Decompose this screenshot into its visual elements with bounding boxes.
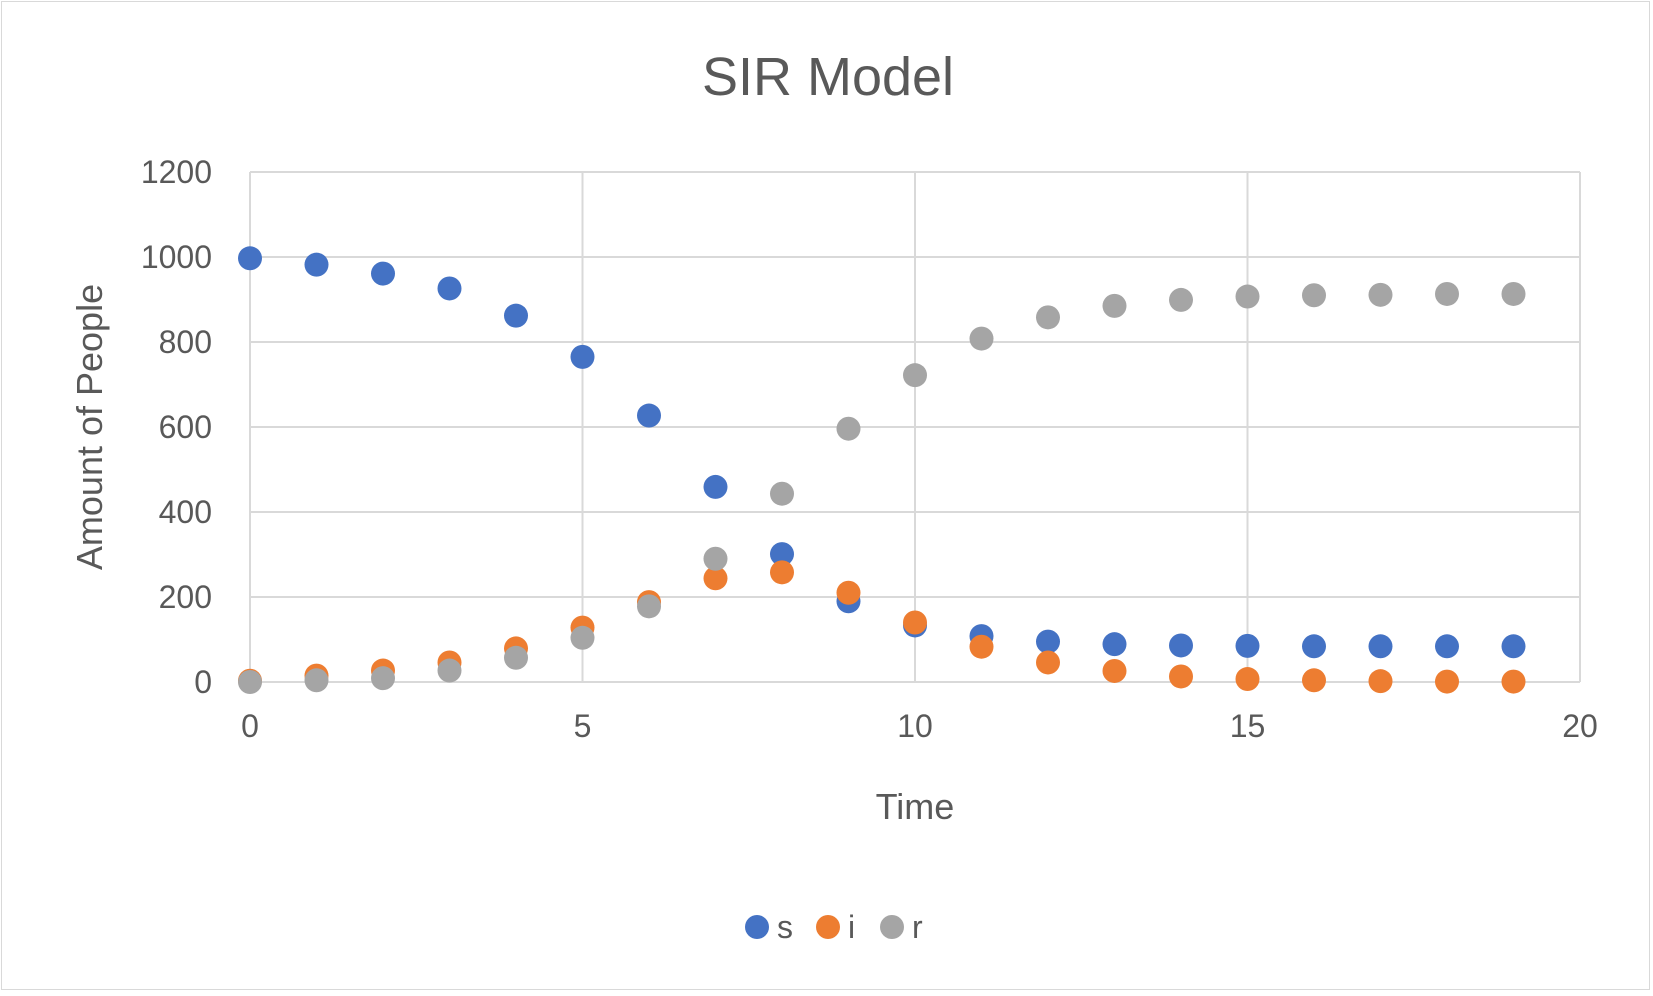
legend-marker bbox=[880, 915, 904, 939]
legend-item-s: s bbox=[745, 909, 793, 945]
point-s bbox=[1169, 633, 1193, 658]
legend-item-r: r bbox=[880, 909, 923, 945]
y-tick-label: 0 bbox=[194, 664, 212, 700]
point-s bbox=[304, 252, 329, 277]
point-i bbox=[1501, 669, 1526, 694]
point-r bbox=[703, 546, 728, 571]
x-axis-title: Time bbox=[876, 786, 955, 827]
point-i bbox=[969, 634, 994, 659]
point-i bbox=[903, 610, 927, 635]
point-r bbox=[1169, 287, 1193, 312]
y-tick-label: 800 bbox=[159, 324, 212, 360]
point-i bbox=[1235, 667, 1260, 692]
point-i bbox=[1169, 664, 1193, 689]
point-i bbox=[1036, 650, 1060, 675]
point-s bbox=[1501, 634, 1526, 659]
point-r bbox=[1435, 281, 1459, 306]
point-s bbox=[1368, 634, 1393, 659]
y-tick-label: 600 bbox=[159, 409, 212, 445]
x-tick-label: 0 bbox=[241, 708, 259, 744]
point-r bbox=[1501, 281, 1526, 306]
y-axis-title: Amount of People bbox=[69, 284, 110, 570]
point-r bbox=[836, 416, 861, 441]
point-r bbox=[371, 666, 395, 691]
series-i bbox=[238, 560, 1526, 694]
point-r bbox=[304, 668, 329, 693]
series-s bbox=[238, 246, 1526, 659]
y-tick-label: 400 bbox=[159, 494, 212, 530]
point-i bbox=[1102, 658, 1127, 683]
y-tick-label: 200 bbox=[159, 579, 212, 615]
point-r bbox=[238, 670, 262, 694]
x-tick-label: 5 bbox=[574, 708, 592, 744]
y-tick-label: 1200 bbox=[141, 154, 212, 190]
point-r bbox=[437, 658, 462, 683]
legend-label: s bbox=[777, 909, 793, 945]
point-r bbox=[770, 481, 794, 506]
point-i bbox=[1302, 668, 1326, 693]
point-r bbox=[504, 645, 528, 670]
point-s bbox=[371, 261, 395, 286]
point-r bbox=[1235, 284, 1260, 309]
point-i bbox=[703, 566, 728, 591]
point-s bbox=[637, 403, 661, 428]
point-s bbox=[703, 474, 728, 499]
chart-title: SIR Model bbox=[702, 47, 954, 107]
point-r bbox=[1102, 293, 1127, 318]
point-r bbox=[637, 594, 661, 619]
point-r bbox=[570, 625, 595, 650]
point-r bbox=[903, 363, 927, 388]
series-r bbox=[238, 281, 1526, 694]
point-i bbox=[836, 580, 861, 605]
point-i bbox=[1368, 669, 1393, 694]
point-s bbox=[504, 303, 528, 328]
point-s bbox=[570, 344, 595, 369]
x-tick-label: 10 bbox=[897, 708, 933, 744]
legend-label: r bbox=[912, 909, 923, 945]
point-s bbox=[1302, 634, 1326, 659]
point-s bbox=[770, 542, 794, 567]
point-s bbox=[1235, 633, 1260, 658]
point-s bbox=[437, 276, 462, 301]
point-r bbox=[1036, 305, 1060, 330]
point-s bbox=[238, 246, 262, 271]
legend-item-i: i bbox=[816, 909, 855, 945]
point-r bbox=[1368, 282, 1393, 307]
x-tick-label: 20 bbox=[1562, 708, 1598, 744]
point-r bbox=[1302, 283, 1326, 308]
point-i bbox=[770, 560, 794, 585]
gridlines bbox=[249, 171, 1581, 683]
point-s bbox=[1435, 634, 1459, 659]
legend-marker bbox=[816, 915, 840, 939]
point-r bbox=[969, 326, 994, 351]
point-i bbox=[1435, 669, 1459, 694]
x-tick-label: 15 bbox=[1230, 708, 1266, 744]
point-s bbox=[1102, 632, 1127, 657]
point-s bbox=[1036, 629, 1060, 654]
legend-marker bbox=[745, 915, 769, 939]
tick-labels: 0 200 400 600 800 1000 1200 0 5 10 15 20 bbox=[141, 154, 1598, 744]
legend-label: i bbox=[848, 909, 855, 945]
y-tick-label: 1000 bbox=[141, 239, 212, 275]
data-points bbox=[238, 246, 1526, 694]
